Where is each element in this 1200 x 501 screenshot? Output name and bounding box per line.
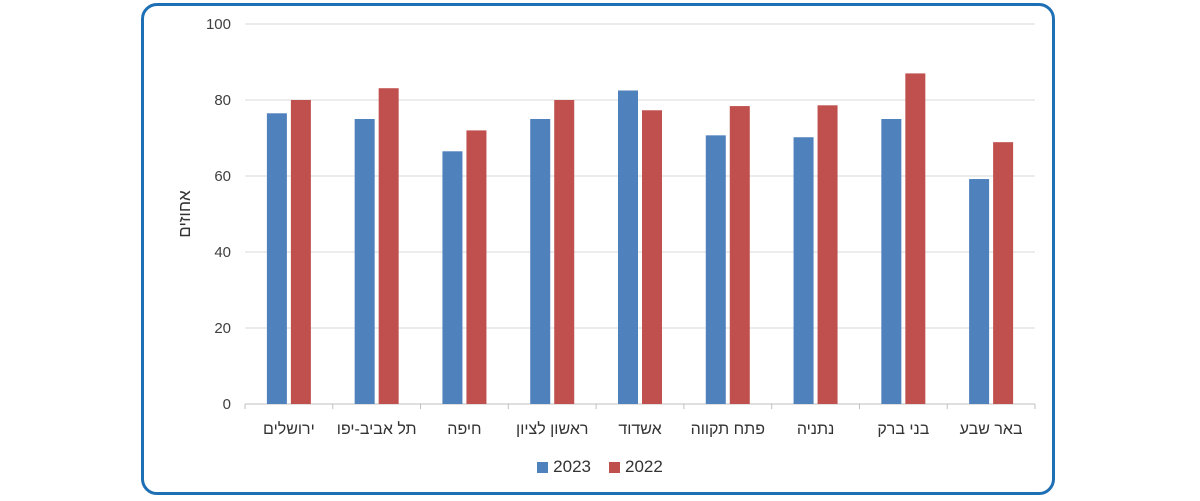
bar-2022: [554, 100, 575, 404]
category-label: תל אביב-יפו: [337, 420, 417, 438]
bar-2023: [793, 137, 814, 405]
legend-swatch: [537, 461, 549, 473]
legend: 2023 2022: [0, 457, 1200, 477]
category-label: פתח תקווה: [691, 421, 765, 438]
category-label: ירושלים: [263, 420, 315, 438]
y-tick-label: 20: [214, 320, 231, 337]
bar-2023: [266, 113, 287, 405]
bar-2022: [642, 110, 662, 404]
y-tick-label: 0: [223, 396, 231, 413]
legend-item-2022: 2022: [609, 457, 663, 477]
y-axis-label: אחוזים: [175, 190, 194, 238]
bar-2023: [442, 151, 463, 404]
y-axis-ticks: 0 20 40 60 80 100: [206, 16, 231, 413]
bar-2023: [354, 119, 375, 404]
bar-2022: [817, 105, 838, 404]
bar-2023: [705, 135, 726, 404]
bar-2022: [729, 106, 750, 404]
bar-2023: [530, 119, 551, 404]
bar-2022: [993, 142, 1014, 404]
legend-item-2023: 2023: [537, 457, 591, 477]
bar-2022: [466, 130, 487, 404]
bar-2023: [618, 90, 638, 404]
x-axis-categories: ירושלים תל אביב-יפו חיפה ראשון לציון אשדוד פת…: [263, 420, 1023, 438]
bar-2022: [290, 100, 311, 404]
category-label: נתניה: [797, 421, 834, 438]
category-label: בני ברק: [877, 421, 929, 438]
legend-swatch: [609, 461, 620, 473]
bar-2022: [905, 73, 926, 405]
legend-label: 2023: [553, 457, 591, 476]
y-tick-label: 40: [214, 244, 231, 261]
bar-2023: [881, 119, 902, 404]
y-tick-label: 100: [206, 16, 231, 33]
gridlines: [244, 23, 1036, 409]
bar-2022: [378, 88, 399, 404]
category-label: אשדוד: [618, 421, 661, 438]
bar-2023: [969, 179, 990, 404]
category-label: חיפה: [447, 421, 481, 438]
y-tick-label: 60: [214, 168, 231, 185]
y-tick-label: 80: [214, 92, 231, 109]
category-label: באר שבע: [960, 421, 1023, 438]
bars: [266, 73, 1014, 405]
legend-label: 2022: [625, 457, 663, 476]
category-label: ראשון לציון: [516, 420, 588, 438]
